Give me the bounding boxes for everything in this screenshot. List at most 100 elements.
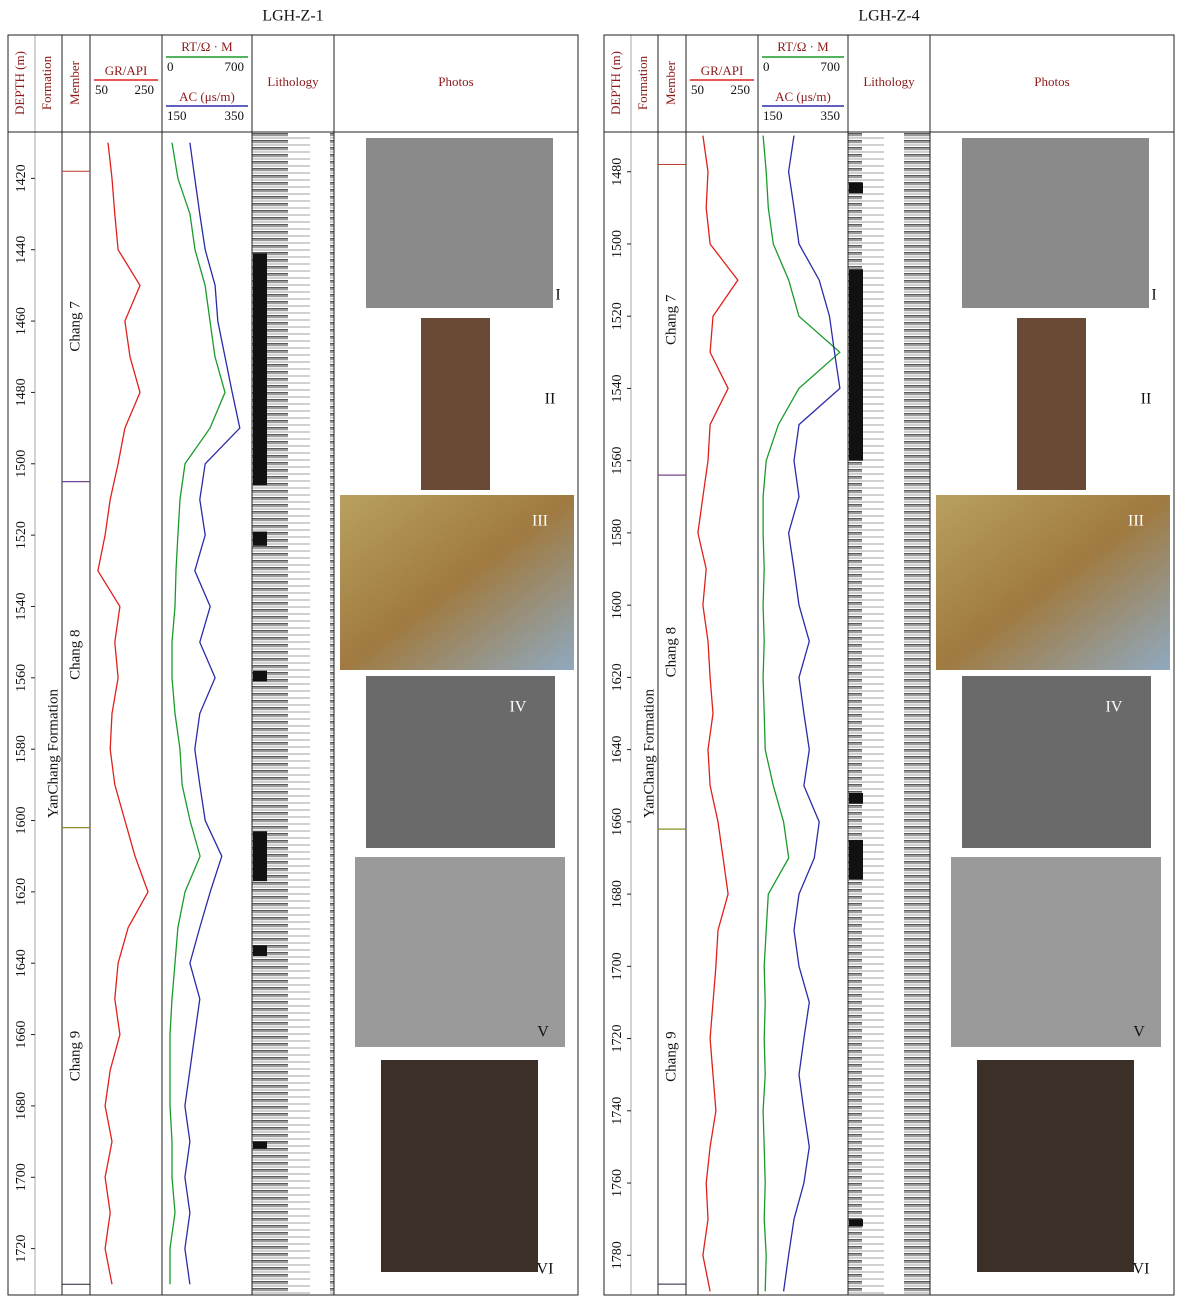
header-photos: Photos — [438, 74, 473, 89]
shale-interval — [253, 671, 267, 682]
depth-tick-label: 1520 — [14, 521, 29, 549]
log-curve — [698, 136, 738, 1292]
depth-tick-label: 1720 — [610, 1025, 625, 1053]
photo — [962, 138, 1149, 308]
member-name: Chang 7 — [663, 294, 679, 345]
depth-tick-label: 1740 — [610, 1097, 625, 1125]
header-lithology: Lithology — [863, 74, 915, 89]
photo-label: III — [1128, 513, 1144, 530]
log-curve — [763, 136, 840, 1292]
photo — [421, 318, 490, 490]
depth-tick-label: 1680 — [610, 880, 625, 908]
log-curve — [784, 136, 840, 1292]
photo — [977, 1060, 1134, 1272]
depth-tick-label: 1560 — [14, 664, 29, 692]
shale-interval — [849, 840, 863, 880]
photo-label: III — [532, 513, 548, 530]
curve-range-min: 150 — [167, 108, 187, 123]
curve-name: RT/Ω · M — [181, 39, 233, 54]
photo-label: II — [545, 391, 556, 408]
photo — [366, 676, 555, 848]
photo-label: V — [1133, 1024, 1145, 1041]
curve-name: GR/API — [701, 63, 744, 78]
depth-tick-label: 1500 — [14, 450, 29, 478]
depth-tick-label: 1620 — [610, 663, 625, 691]
curve-range-min: 150 — [763, 108, 783, 123]
member-name: Chang 9 — [67, 1031, 83, 1081]
log-curve — [98, 143, 148, 1285]
header-formation: Formation — [39, 55, 54, 110]
photo-label: VI — [537, 1261, 554, 1278]
depth-tick-label: 1560 — [610, 447, 625, 475]
curve-name: GR/API — [105, 63, 148, 78]
depth-tick-label: 1660 — [610, 808, 625, 836]
depth-tick-label: 1480 — [610, 158, 625, 186]
depth-tick-label: 1580 — [14, 735, 29, 763]
depth-tick-label: 1540 — [610, 374, 625, 402]
header-depth: DEPTH (m) — [608, 51, 623, 115]
well-title: LGH-Z-4 — [858, 8, 919, 25]
depth-tick-label: 1440 — [14, 236, 29, 264]
shale-interval — [253, 1142, 267, 1149]
photo — [1017, 318, 1086, 490]
member-name: Chang 8 — [67, 629, 83, 679]
photo — [366, 138, 553, 308]
shale-interval — [849, 1219, 863, 1226]
well-title: LGH-Z-1 — [262, 8, 323, 25]
depth-tick-label: 1600 — [14, 807, 29, 835]
shale-interval — [253, 945, 267, 956]
header-formation: Formation — [635, 55, 650, 110]
depth-tick-label: 1620 — [14, 878, 29, 906]
curve-range-min: 50 — [691, 82, 704, 97]
depth-tick-label: 1600 — [610, 591, 625, 619]
chart: LGH-Z-1 DEPTH (m) Formation Member Lithology… — [0, 0, 1177, 1301]
depth-tick-label: 1700 — [610, 952, 625, 980]
depth-tick-label: 1640 — [610, 736, 625, 764]
page: LGH-Z-1 DEPTH (m) Formation Member Lithology… — [0, 0, 1177, 1306]
photo-label: IV — [510, 699, 527, 716]
curve-range-max: 250 — [731, 82, 751, 97]
depth-tick-label: 1780 — [610, 1241, 625, 1269]
header-depth: DEPTH (m) — [12, 51, 27, 115]
depth-tick-label: 1720 — [14, 1235, 29, 1263]
depth-tick-label: 1500 — [610, 230, 625, 258]
curve-range-max: 700 — [821, 59, 841, 74]
curve-name: AC (μs/m) — [775, 89, 831, 104]
depth-tick-label: 1580 — [610, 519, 625, 547]
header-member: Member — [663, 60, 678, 105]
curve-name: RT/Ω · M — [777, 39, 829, 54]
curve-name: AC (μs/m) — [179, 89, 235, 104]
depth-tick-label: 1660 — [14, 1021, 29, 1049]
shale-interval — [849, 183, 863, 194]
formation-name: YanChang Formation — [45, 689, 61, 818]
photo — [381, 1060, 538, 1272]
member-name: Chang 8 — [663, 627, 679, 677]
photo-label: VI — [1133, 1261, 1150, 1278]
depth-tick-label: 1540 — [14, 592, 29, 620]
depth-tick-label: 1460 — [14, 307, 29, 335]
header-member: Member — [67, 60, 82, 105]
photo-label: IV — [1106, 699, 1123, 716]
curve-range-max: 250 — [135, 82, 155, 97]
shale-interval — [253, 253, 267, 485]
log-curve — [185, 143, 240, 1285]
curve-range-min: 0 — [763, 59, 770, 74]
curve-range-min: 50 — [95, 82, 108, 97]
depth-tick-label: 1480 — [14, 378, 29, 406]
photo — [355, 857, 565, 1047]
depth-tick-label: 1700 — [14, 1163, 29, 1191]
member-name: Chang 9 — [663, 1031, 679, 1081]
header-lithology: Lithology — [267, 74, 319, 89]
photo-label: I — [1151, 287, 1156, 304]
formation-name: YanChang Formation — [641, 689, 657, 818]
photo-label: V — [537, 1024, 549, 1041]
member-name: Chang 7 — [67, 301, 83, 352]
depth-tick-label: 1420 — [14, 164, 29, 192]
shale-interval — [849, 269, 863, 460]
shale-interval — [253, 532, 267, 546]
depth-tick-label: 1680 — [14, 1092, 29, 1120]
shale-interval — [849, 793, 863, 804]
shale-interval — [253, 831, 267, 881]
curve-range-max: 350 — [225, 108, 245, 123]
curve-range-max: 700 — [225, 59, 245, 74]
